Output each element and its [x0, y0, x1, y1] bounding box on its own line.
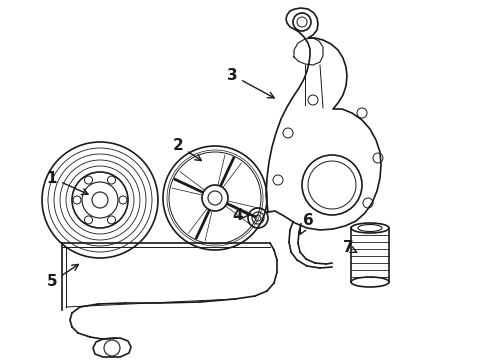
Text: 3: 3	[227, 68, 274, 98]
Text: 2: 2	[172, 138, 201, 161]
Text: 4: 4	[233, 207, 249, 222]
Text: 1: 1	[47, 171, 88, 194]
Text: 5: 5	[47, 264, 78, 289]
Text: 6: 6	[300, 212, 314, 234]
Text: 7: 7	[343, 240, 357, 256]
